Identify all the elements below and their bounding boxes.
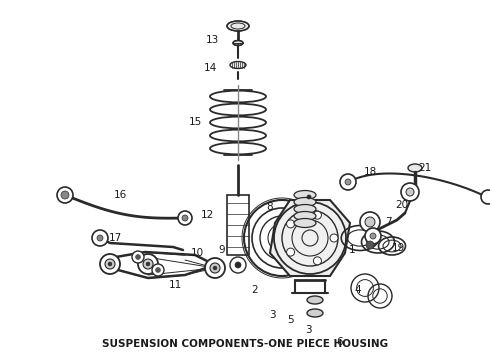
Circle shape [178, 211, 192, 225]
Circle shape [340, 174, 356, 190]
Text: 6: 6 [337, 337, 343, 347]
Text: 21: 21 [418, 163, 432, 173]
Text: 19: 19 [392, 243, 405, 253]
Text: 8: 8 [267, 202, 273, 212]
Polygon shape [270, 200, 350, 276]
Text: 10: 10 [191, 248, 203, 258]
Text: 20: 20 [395, 200, 409, 210]
Ellipse shape [294, 190, 316, 199]
Text: 3: 3 [305, 325, 311, 335]
Ellipse shape [294, 212, 316, 220]
Circle shape [108, 262, 112, 266]
Circle shape [213, 266, 217, 270]
Ellipse shape [233, 41, 243, 45]
Circle shape [155, 267, 161, 273]
Text: 15: 15 [188, 117, 201, 127]
Text: 16: 16 [113, 190, 126, 200]
Text: 5: 5 [287, 315, 294, 325]
Ellipse shape [307, 296, 323, 304]
Text: 4: 4 [355, 285, 361, 295]
Circle shape [481, 190, 490, 204]
Circle shape [365, 217, 375, 227]
Circle shape [182, 215, 188, 221]
Circle shape [92, 230, 108, 246]
Circle shape [287, 220, 294, 228]
Circle shape [138, 254, 158, 274]
Circle shape [57, 187, 73, 203]
Circle shape [146, 262, 150, 266]
Circle shape [366, 241, 374, 249]
Circle shape [152, 264, 164, 276]
Circle shape [401, 183, 419, 201]
Circle shape [143, 259, 153, 269]
Circle shape [210, 263, 220, 273]
Circle shape [345, 179, 351, 185]
Circle shape [330, 234, 338, 242]
Ellipse shape [294, 219, 316, 228]
Text: 3: 3 [269, 310, 275, 320]
Text: 7: 7 [385, 217, 392, 227]
Circle shape [105, 259, 115, 269]
Text: 13: 13 [205, 35, 219, 45]
Circle shape [370, 233, 376, 239]
Circle shape [136, 255, 141, 260]
Circle shape [205, 258, 225, 278]
Text: 18: 18 [364, 167, 377, 177]
Text: 11: 11 [169, 280, 182, 290]
Text: 1: 1 [349, 245, 355, 255]
Circle shape [132, 251, 144, 263]
Circle shape [314, 257, 321, 265]
Ellipse shape [408, 164, 422, 172]
Circle shape [100, 254, 120, 274]
Circle shape [287, 248, 294, 256]
Text: 12: 12 [200, 210, 214, 220]
Ellipse shape [307, 309, 323, 317]
Circle shape [360, 212, 380, 232]
Text: 2: 2 [252, 285, 258, 295]
Circle shape [97, 235, 103, 241]
Circle shape [314, 211, 321, 219]
Text: 14: 14 [203, 63, 217, 73]
Ellipse shape [227, 21, 249, 31]
Circle shape [307, 195, 311, 199]
Ellipse shape [294, 204, 316, 213]
Text: SUSPENSION COMPONENTS-ONE PIECE HOUSING: SUSPENSION COMPONENTS-ONE PIECE HOUSING [102, 339, 388, 349]
Ellipse shape [294, 198, 316, 207]
Circle shape [365, 228, 381, 244]
Circle shape [235, 262, 241, 268]
Text: 17: 17 [108, 233, 122, 243]
Text: 9: 9 [219, 245, 225, 255]
Circle shape [61, 191, 69, 199]
Circle shape [406, 188, 414, 196]
Ellipse shape [230, 62, 246, 68]
